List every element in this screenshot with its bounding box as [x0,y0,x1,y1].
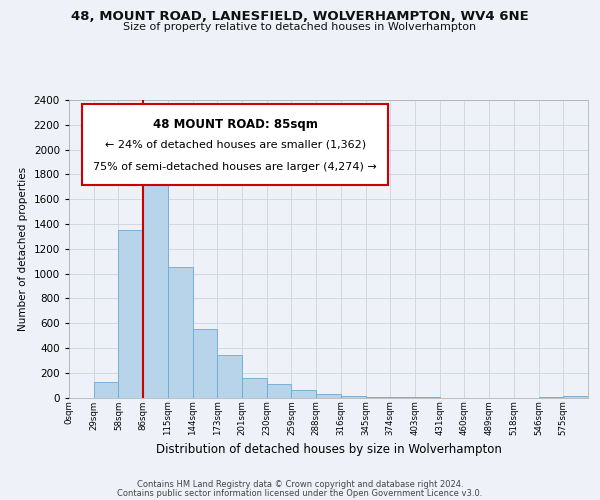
Bar [118,230,143,398]
Bar [267,384,292,398]
Bar [292,390,316,398]
Bar [365,397,390,398]
Text: Size of property relative to detached houses in Wolverhampton: Size of property relative to detached ho… [124,22,476,32]
Bar [94,382,118,398]
Text: Contains public sector information licensed under the Open Government Licence v3: Contains public sector information licen… [118,489,482,498]
Text: 48, MOUNT ROAD, LANESFIELD, WOLVERHAMPTON, WV4 6NE: 48, MOUNT ROAD, LANESFIELD, WOLVERHAMPTO… [71,10,529,23]
Bar [168,268,193,398]
Text: 48 MOUNT ROAD: 85sqm: 48 MOUNT ROAD: 85sqm [152,118,317,131]
Bar [539,397,563,398]
Bar [316,394,341,398]
Bar [242,378,267,398]
Bar [341,396,365,398]
Bar [143,162,168,398]
Text: 75% of semi-detached houses are larger (4,274) →: 75% of semi-detached houses are larger (… [93,162,377,172]
Text: Contains HM Land Registry data © Crown copyright and database right 2024.: Contains HM Land Registry data © Crown c… [137,480,463,489]
Text: ← 24% of detached houses are smaller (1,362): ← 24% of detached houses are smaller (1,… [104,140,365,150]
X-axis label: Distribution of detached houses by size in Wolverhampton: Distribution of detached houses by size … [155,444,502,456]
Bar [193,330,217,398]
Bar [217,356,242,398]
Bar [563,396,588,398]
FancyBboxPatch shape [82,104,388,185]
Y-axis label: Number of detached properties: Number of detached properties [18,166,28,331]
